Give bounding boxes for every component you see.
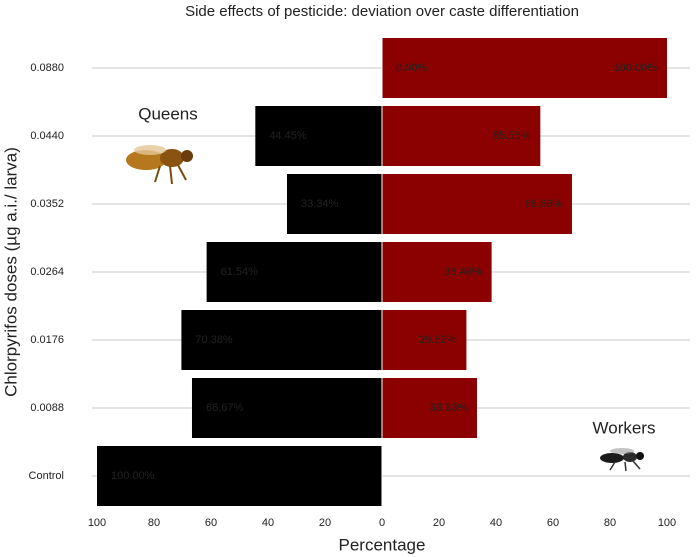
x-tick-label: 60 [205, 517, 217, 529]
y-tick-label: 0.0264 [30, 266, 64, 278]
y-tick-label: 0.0088 [30, 402, 64, 414]
value-label: 61.54% [221, 266, 259, 278]
value-label: 29.62% [419, 334, 457, 346]
y-axis-title: Chlorpyrifos doses (µg a.i./ larva) [1, 147, 20, 397]
x-tick-label: 40 [262, 517, 274, 529]
value-label: 100.00% [614, 62, 658, 74]
x-tick-label: 60 [547, 517, 559, 529]
value-label: 0.00% [396, 62, 427, 74]
bar [286, 174, 382, 234]
queens-label: Queens [138, 104, 198, 123]
y-tick-label: 0.0176 [30, 334, 64, 346]
bars [97, 38, 667, 506]
value-label: 44.45% [269, 130, 307, 142]
x-tick-label: 80 [604, 517, 616, 529]
x-tick-label: 20 [433, 517, 445, 529]
bar [382, 174, 572, 234]
y-tick-label: 0.0880 [30, 62, 64, 74]
x-tick-label: 40 [490, 517, 502, 529]
value-label: 33.33% [430, 402, 468, 414]
bar [382, 242, 492, 302]
value-label: 66.67% [206, 402, 244, 414]
workers-label: Workers [593, 418, 656, 437]
y-tick-label: 0.0440 [30, 130, 64, 142]
value-label: 66.66% [525, 198, 563, 210]
y-tick-label: 0.0352 [30, 198, 64, 210]
worker-icon [600, 448, 644, 472]
value-label: 100.00% [111, 470, 155, 482]
value-label: 33.34% [301, 198, 339, 210]
bar [382, 106, 541, 166]
bar [181, 310, 382, 370]
bar [191, 378, 382, 438]
bar [382, 38, 667, 98]
bar [206, 242, 382, 302]
bar [255, 106, 382, 166]
queen-icon [126, 145, 193, 185]
y-tick-label: Control [29, 470, 64, 482]
x-tick-label: 100 [658, 517, 676, 529]
bar [382, 310, 467, 370]
x-axis-title: Percentage [339, 535, 426, 554]
value-label: 55.55% [493, 130, 531, 142]
value-label: 38.46% [444, 266, 482, 278]
bar [97, 446, 382, 506]
x-tick-label: 100 [88, 517, 106, 529]
chart-title: Side effects of pesticide: deviation ove… [185, 3, 579, 20]
x-tick-label: 20 [319, 517, 331, 529]
x-tick-label: 0 [379, 517, 385, 529]
bar [382, 378, 477, 438]
x-tick-label: 80 [148, 517, 160, 529]
value-label: 70.38% [195, 334, 233, 346]
